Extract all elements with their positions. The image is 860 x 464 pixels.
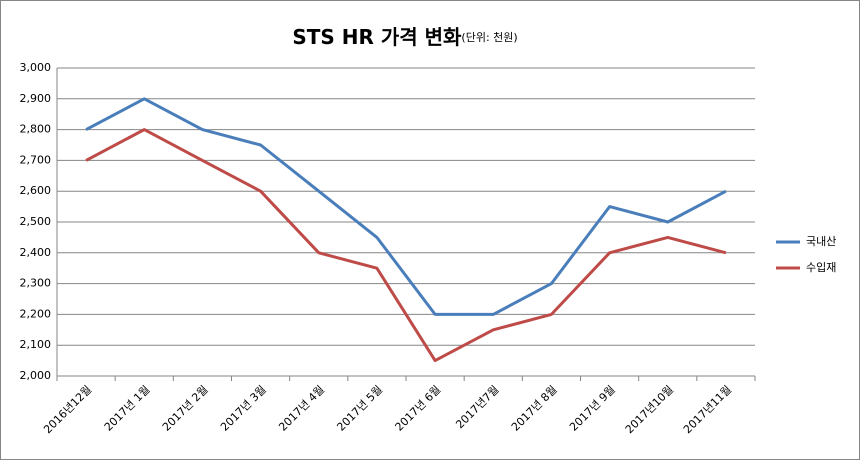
y-tick-label: 2,400 xyxy=(20,246,52,259)
legend-label: 수입재 xyxy=(806,261,836,274)
chart-subtitle: (단위: 천원) xyxy=(461,30,517,44)
y-tick-label: 2,700 xyxy=(20,153,52,166)
y-tick-label: 2,600 xyxy=(20,184,52,197)
y-tick-label: 2,500 xyxy=(20,215,52,228)
series-line xyxy=(85,128,727,363)
y-tick-label: 2,900 xyxy=(20,92,52,105)
y-tick-label: 2,100 xyxy=(20,338,52,351)
y-tick-label: 2,800 xyxy=(20,123,52,136)
y-tick-label: 2,300 xyxy=(20,277,52,290)
legend-label: 국내산 xyxy=(806,235,836,248)
chart-title: STS HR 가격 변화 xyxy=(292,25,462,49)
series-line xyxy=(85,97,727,316)
y-tick-label: 2,000 xyxy=(20,369,52,382)
chart-heading: STS HR 가격 변화(단위: 천원) xyxy=(292,25,517,49)
y-tick-label: 3,000 xyxy=(20,61,52,74)
y-tick-label: 2,200 xyxy=(20,307,52,320)
